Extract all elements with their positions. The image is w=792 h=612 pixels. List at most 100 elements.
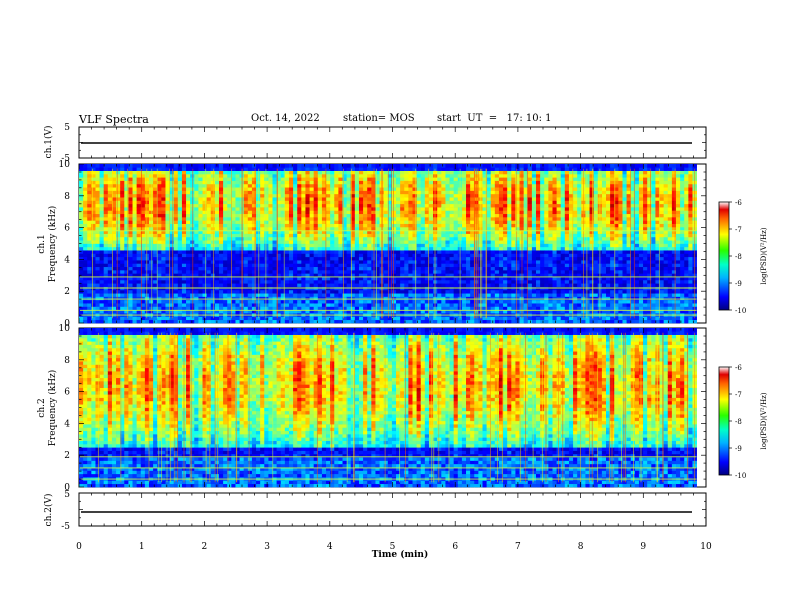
- spectrogram-cell: [321, 289, 327, 294]
- spectrogram-cell: [379, 319, 385, 324]
- spectrogram-cell: [396, 203, 401, 208]
- spectrogram-cell: [301, 296, 306, 301]
- spectrogram-cell: [400, 276, 405, 281]
- spectrogram-cell: [354, 203, 360, 208]
- spectrogram-cell: [301, 236, 306, 241]
- spectrogram-cell: [293, 173, 298, 178]
- spectrogram-cell: [428, 183, 434, 188]
- spectrogram-cell: [404, 240, 409, 244]
- spectrogram-cell: [342, 289, 347, 294]
- spectrogram-cell: [293, 246, 298, 251]
- spectrogram-cell: [107, 260, 113, 264]
- spectrogram-cell: [148, 296, 154, 301]
- spectrogram-cell: [161, 299, 166, 304]
- spectrogram-cell: [140, 213, 146, 218]
- spectrogram-cell: [272, 276, 277, 281]
- spectrogram-cell: [206, 173, 212, 178]
- spectrogram-cell: [321, 253, 327, 258]
- spectrogram-cell: [396, 250, 401, 254]
- spectrogram-cell: [321, 273, 327, 277]
- spectrogram-cell: [140, 296, 146, 301]
- spectrogram-cell: [470, 243, 475, 248]
- spectrogram-cell: [367, 233, 372, 238]
- spectrogram-cell: [387, 309, 393, 314]
- spectrogram-cell: [95, 263, 100, 268]
- spectrogram-cell: [268, 289, 273, 294]
- spectrogram-cell: [136, 240, 142, 244]
- spectrogram-cell: [218, 183, 224, 188]
- spectrogram-cell: [218, 253, 224, 258]
- spectrogram-cell: [268, 233, 273, 238]
- spectrogram-cell: [449, 230, 455, 234]
- spectrogram-cell: [260, 193, 265, 198]
- ch1-waveform-ylabel: ch.1(V): [43, 126, 54, 159]
- spectrogram-cell: [301, 260, 306, 264]
- spectrogram-cell: [169, 180, 175, 185]
- spectrogram-cell: [371, 299, 376, 304]
- spectrogram-cell: [284, 187, 290, 191]
- spectrogram-cell: [404, 279, 409, 284]
- spectrogram-cell: [140, 309, 146, 314]
- spectrogram-cell: [338, 253, 343, 258]
- spectrogram-cell: [247, 306, 253, 311]
- spectrogram-cell: [116, 197, 121, 201]
- spectrogram-cell: [420, 236, 426, 241]
- spectrogram-cell: [107, 183, 113, 188]
- spectrogram-cell: [120, 266, 125, 271]
- spectrogram-cell: [231, 183, 236, 188]
- spectrogram-cell: [486, 266, 492, 271]
- spectrogram-cell: [247, 266, 253, 271]
- spectrogram-cell: [99, 306, 105, 311]
- spectrogram-cell: [404, 220, 409, 224]
- spectrogram-cell: [375, 223, 380, 228]
- spectrogram-cell: [87, 240, 92, 244]
- spectrogram-cell: [202, 296, 207, 301]
- spectrogram-cell: [466, 299, 471, 304]
- spectrogram-cell: [420, 256, 426, 261]
- spectrogram-cell: [280, 183, 286, 188]
- spectrogram-cell: [437, 233, 442, 238]
- spectrogram-cell: [358, 283, 364, 287]
- spectrogram-cell: [157, 183, 162, 188]
- spectrogram-cell: [490, 223, 496, 228]
- spectrogram-cell: [482, 236, 487, 241]
- spectrogram-cell: [375, 177, 380, 181]
- spectrogram-cell: [206, 296, 212, 301]
- spectrogram-cell: [354, 309, 360, 314]
- spectrogram-cell: [214, 303, 220, 307]
- spectrogram-cell: [391, 197, 397, 201]
- spectrogram-cell: [202, 183, 207, 188]
- spectrogram-cell: [177, 296, 183, 301]
- spectrogram-cell: [124, 289, 129, 294]
- spectrogram-cell: [387, 200, 393, 205]
- spectrogram-cell: [453, 296, 459, 301]
- spectrogram-cell: [218, 173, 224, 178]
- spectrogram-cell: [466, 217, 471, 221]
- spectrogram-cell: [173, 266, 179, 271]
- spectrogram-cell: [379, 170, 385, 175]
- spectrogram-cell: [461, 279, 467, 284]
- spectrogram-cell: [313, 299, 319, 304]
- spectrogram-cell: [445, 220, 450, 224]
- spectrogram-cell: [391, 180, 397, 185]
- spectrogram-cell: [227, 303, 232, 307]
- spectrogram-cell: [227, 250, 232, 254]
- spectrogram-cell: [309, 273, 315, 277]
- spectrogram-cell: [408, 316, 413, 321]
- spectrogram-cell: [317, 263, 323, 268]
- spectrogram-cell: [482, 250, 487, 254]
- spectrogram-cell: [466, 233, 471, 238]
- spectrogram-cell: [400, 213, 405, 218]
- spectrogram-cell: [280, 279, 286, 284]
- spectrogram-cell: [346, 250, 352, 254]
- spectrogram-cell: [91, 253, 96, 258]
- spectrogram-cell: [202, 276, 207, 281]
- spectrogram-cell: [116, 164, 121, 168]
- spectrogram-cell: [186, 273, 191, 277]
- spectrogram-cell: [297, 183, 302, 188]
- spectrogram-cell: [136, 180, 142, 185]
- spectrogram-cell: [91, 233, 96, 238]
- spectrogram-cell: [461, 226, 467, 231]
- spectrogram-cell: [231, 164, 236, 168]
- spectrogram-cell: [474, 316, 479, 321]
